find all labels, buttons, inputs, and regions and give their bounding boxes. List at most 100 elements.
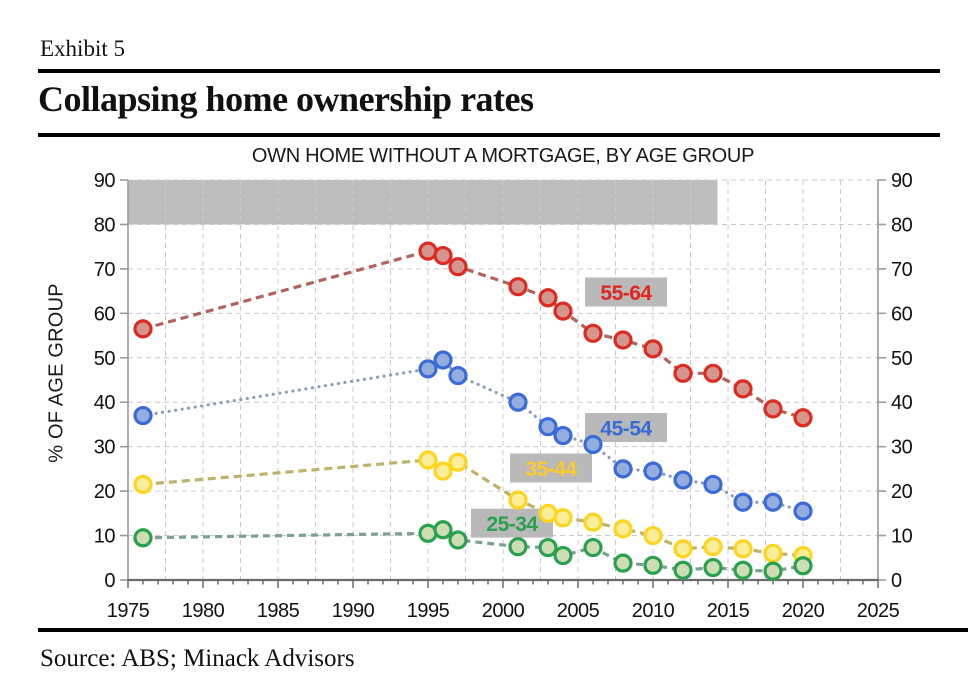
data-point-45-54 bbox=[583, 434, 603, 455]
data-point-35-44 bbox=[418, 450, 438, 470]
y-tick-label-left: 0 bbox=[104, 570, 115, 592]
x-tick-label: 1980 bbox=[182, 600, 225, 622]
y-tick-label-left: 30 bbox=[94, 437, 116, 459]
data-point-35-44 bbox=[643, 525, 663, 546]
data-point-55-64 bbox=[643, 339, 663, 359]
y-tick-label-right: 60 bbox=[891, 303, 913, 325]
data-point-45-54 bbox=[508, 392, 528, 412]
data-point-35-44 bbox=[553, 508, 573, 528]
y-tick-label-right: 70 bbox=[891, 259, 913, 281]
data-point-35-44 bbox=[583, 512, 603, 532]
x-tick-label: 2000 bbox=[482, 600, 525, 622]
data-point-25-34 bbox=[538, 537, 558, 558]
x-tick-label: 2015 bbox=[707, 600, 750, 622]
x-tick-label: 1990 bbox=[332, 600, 375, 622]
y-tick-label-left: 50 bbox=[94, 348, 116, 370]
y-tick-label-left: 40 bbox=[94, 392, 116, 414]
y-tick-label-right: 50 bbox=[891, 348, 913, 370]
data-point-35-44 bbox=[733, 539, 753, 559]
series-line-45-54 bbox=[141, 357, 805, 513]
data-point-45-54 bbox=[793, 501, 813, 521]
data-point-25-34 bbox=[508, 537, 528, 557]
data-point-25-34 bbox=[613, 553, 633, 573]
data-point-25-34 bbox=[133, 528, 153, 548]
data-point-35-44 bbox=[703, 537, 723, 557]
series-label-45-54: 45-54 bbox=[600, 418, 652, 441]
data-point-55-64 bbox=[433, 245, 453, 266]
data-point-55-64 bbox=[673, 363, 693, 383]
divider-bottom bbox=[38, 628, 968, 632]
y-tick-label-left: 20 bbox=[94, 481, 116, 503]
data-point-25-34 bbox=[673, 560, 693, 580]
y-tick-label-left: 10 bbox=[94, 526, 116, 548]
data-point-45-54 bbox=[643, 461, 663, 481]
divider-top bbox=[38, 69, 940, 73]
x-tick-label: 2010 bbox=[632, 600, 675, 622]
x-tick-label: 2025 bbox=[857, 600, 900, 622]
y-tick-label-right: 30 bbox=[891, 437, 913, 459]
data-point-55-64 bbox=[703, 363, 723, 383]
data-point-45-54 bbox=[133, 405, 153, 426]
y-tick-label-left: 80 bbox=[94, 214, 116, 236]
data-point-45-54 bbox=[448, 365, 468, 386]
y-tick-label-right: 90 bbox=[891, 170, 913, 192]
shaded-band bbox=[128, 180, 718, 225]
series-label-chip-35-44 bbox=[510, 453, 592, 483]
chart-title: OWN HOME WITHOUT A MORTGAGE, BY AGE GROU… bbox=[251, 145, 755, 167]
data-point-35-44 bbox=[673, 539, 693, 559]
x-tick-label: 2005 bbox=[557, 600, 600, 622]
data-point-45-54 bbox=[538, 417, 558, 437]
y-tick-label-right: 40 bbox=[891, 392, 913, 414]
data-point-25-34 bbox=[418, 523, 438, 543]
data-point-45-54 bbox=[433, 350, 453, 370]
data-point-55-64 bbox=[793, 408, 813, 428]
series-label-55-64: 55-64 bbox=[600, 282, 652, 305]
data-point-55-64 bbox=[508, 277, 528, 297]
y-tick-label-left: 70 bbox=[94, 259, 116, 281]
data-point-55-64 bbox=[553, 301, 573, 321]
data-point-45-54 bbox=[673, 470, 693, 490]
series-label-chip-55-64 bbox=[585, 277, 667, 307]
data-point-35-44 bbox=[133, 474, 153, 495]
y-tick-label-right: 0 bbox=[891, 570, 902, 592]
data-point-25-34 bbox=[793, 556, 813, 576]
source-note: Source: ABS; Minack Advisors bbox=[40, 645, 355, 672]
x-tick-label: 2020 bbox=[782, 600, 825, 622]
data-point-45-54 bbox=[703, 474, 723, 495]
data-point-45-54 bbox=[733, 492, 753, 512]
data-point-25-34 bbox=[703, 557, 723, 578]
data-point-45-54 bbox=[418, 359, 438, 379]
data-point-55-64 bbox=[733, 379, 753, 399]
data-point-35-44 bbox=[613, 519, 633, 539]
page-title: Collapsing home ownership rates bbox=[38, 79, 534, 119]
data-point-25-34 bbox=[643, 555, 663, 575]
data-point-25-34 bbox=[553, 545, 573, 566]
data-point-55-64 bbox=[583, 323, 603, 343]
divider-under-title bbox=[38, 133, 940, 137]
exhibit-label: Exhibit 5 bbox=[40, 36, 125, 61]
data-point-35-44 bbox=[448, 452, 468, 472]
y-tick-label-left: 90 bbox=[94, 170, 116, 192]
series-line-55-64 bbox=[142, 249, 804, 420]
data-point-55-64 bbox=[133, 319, 153, 339]
data-point-35-44 bbox=[508, 490, 528, 510]
x-tick-label: 1975 bbox=[107, 600, 150, 622]
data-point-55-64 bbox=[613, 330, 633, 350]
data-point-45-54 bbox=[553, 425, 573, 446]
data-point-55-64 bbox=[538, 288, 558, 308]
series-label-25-34: 25-34 bbox=[486, 513, 538, 536]
data-point-55-64 bbox=[448, 257, 468, 277]
data-point-35-44 bbox=[433, 461, 453, 481]
data-point-55-64 bbox=[763, 399, 783, 419]
data-point-25-34 bbox=[763, 561, 783, 581]
series-line-35-44 bbox=[142, 458, 804, 558]
data-point-25-34 bbox=[448, 530, 468, 550]
x-tick-label: 1995 bbox=[407, 600, 450, 622]
y-tick-label-left: 60 bbox=[94, 303, 116, 325]
data-point-25-34 bbox=[733, 560, 753, 580]
data-point-35-44 bbox=[763, 543, 783, 563]
y-tick-label-right: 10 bbox=[891, 526, 913, 548]
y-tick-label-right: 80 bbox=[891, 214, 913, 236]
